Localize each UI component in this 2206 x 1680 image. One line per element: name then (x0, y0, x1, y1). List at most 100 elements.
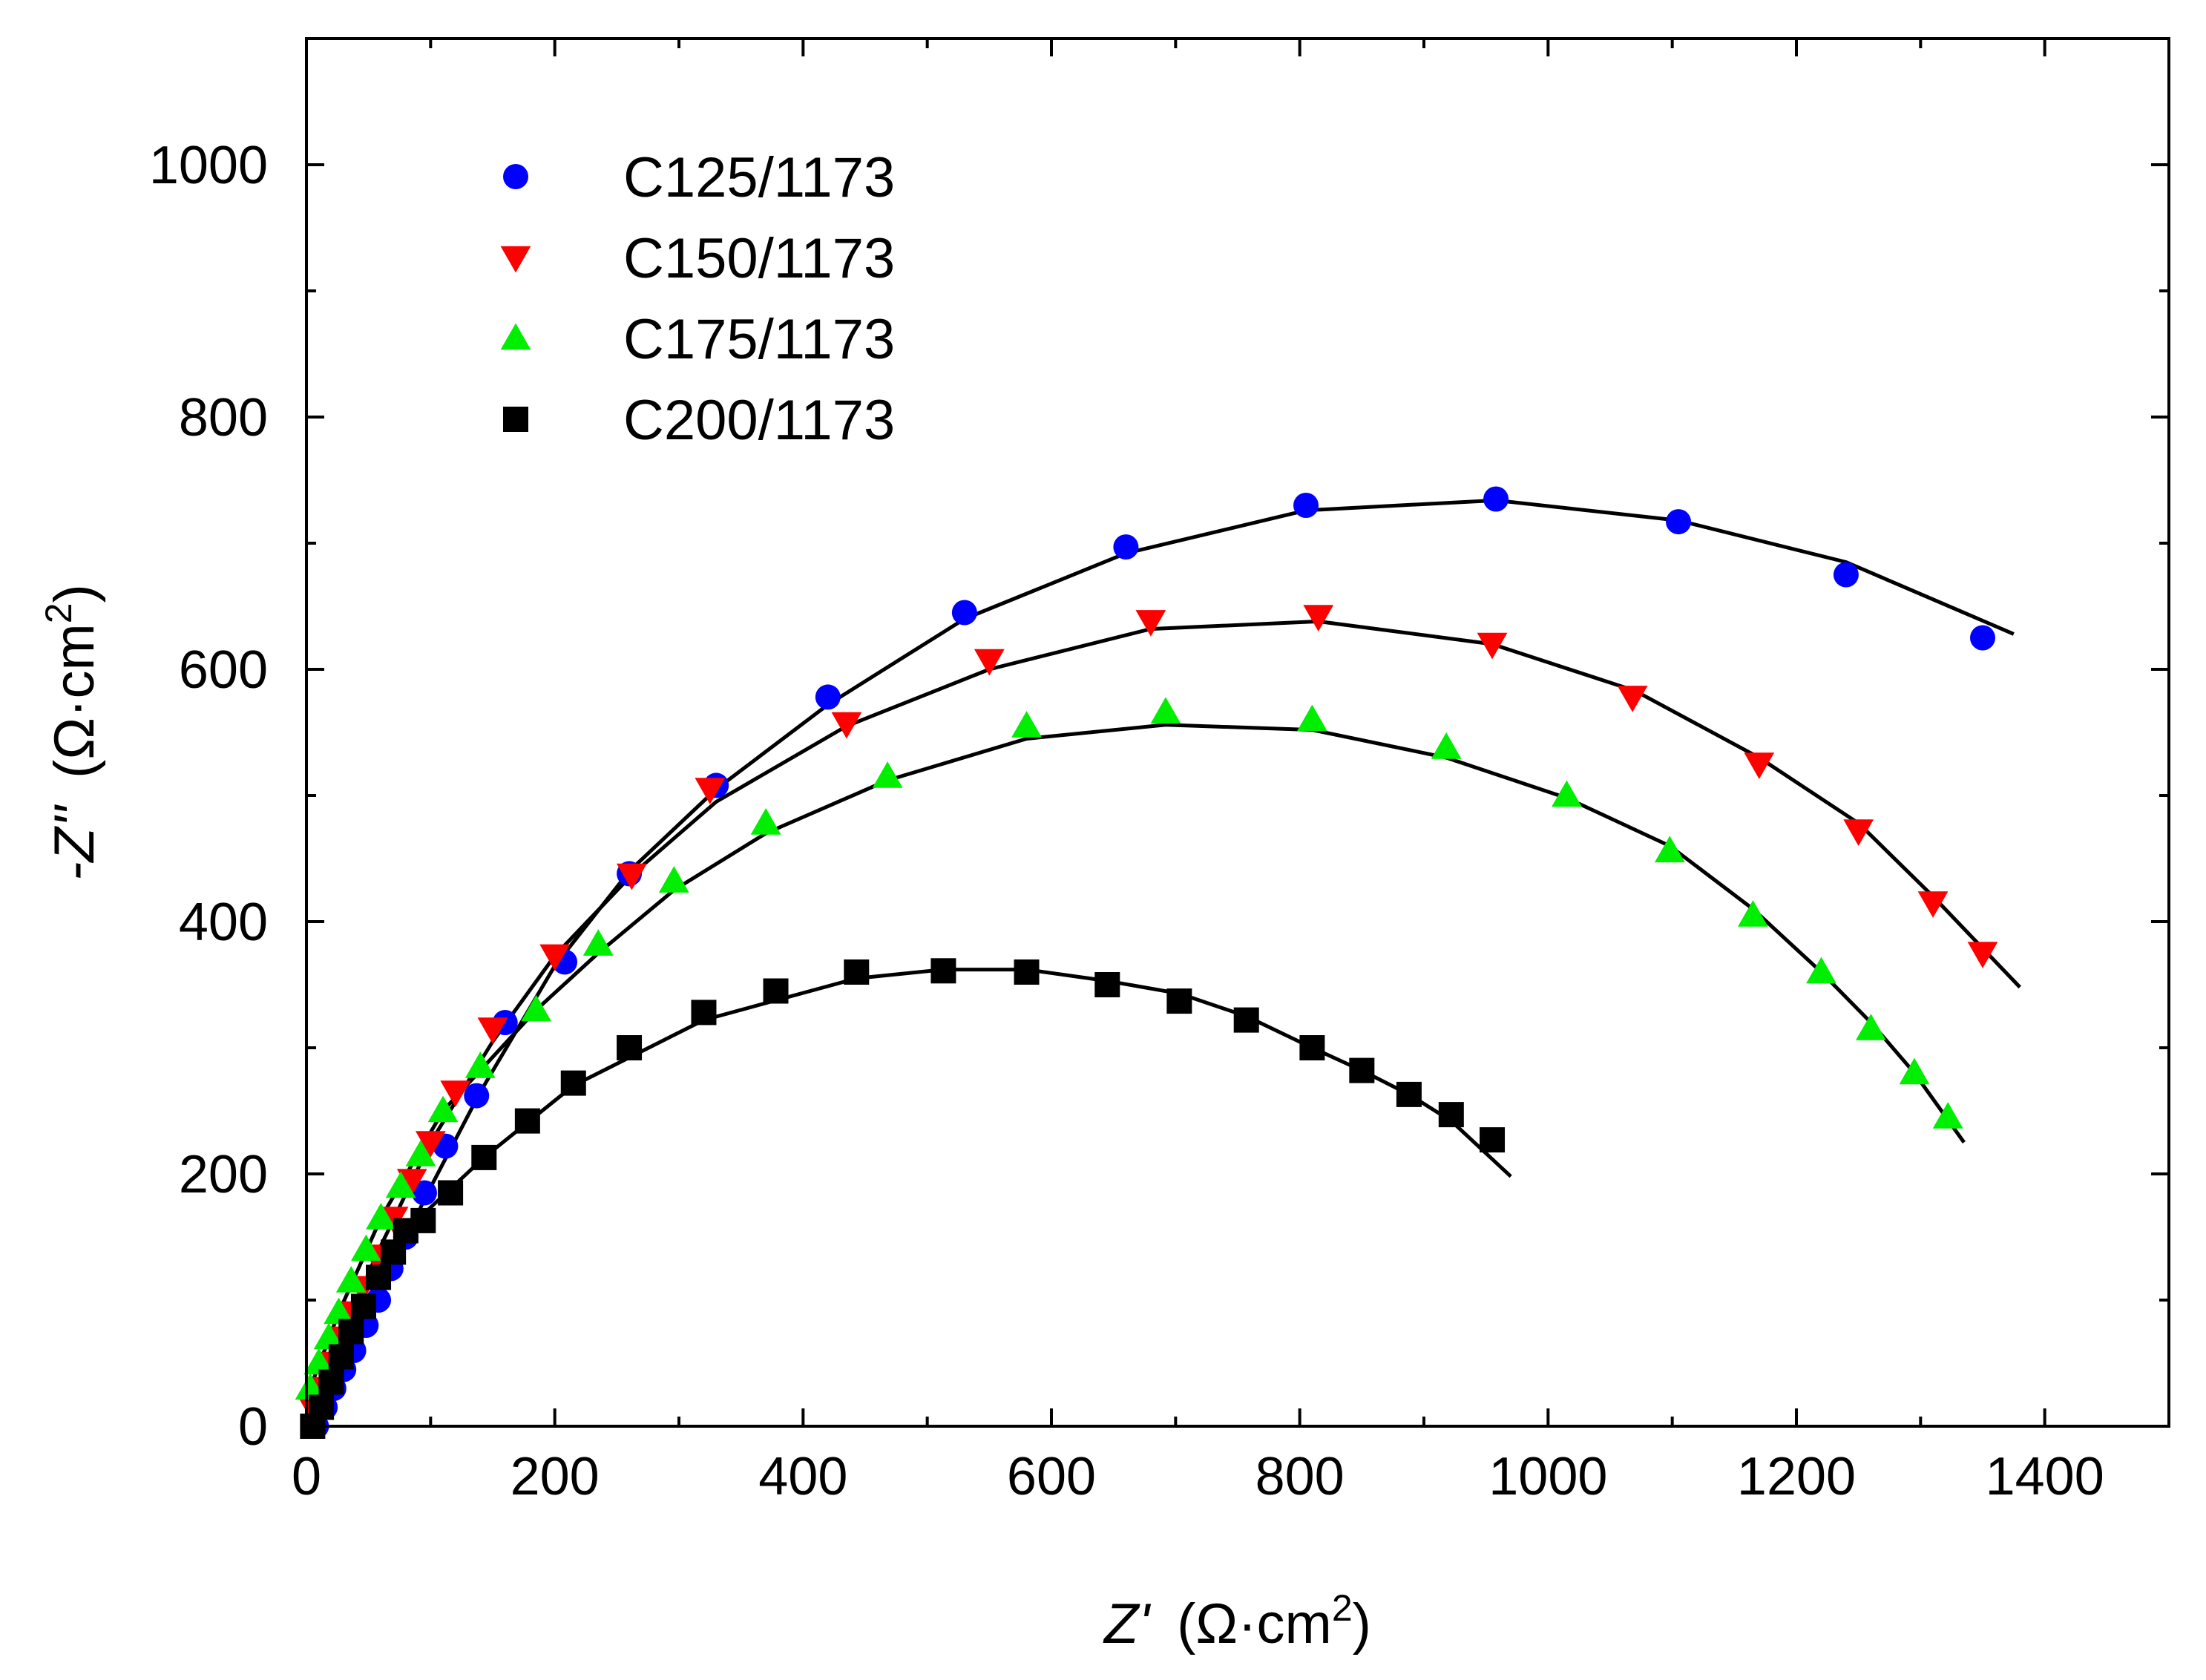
data-point (831, 712, 862, 739)
data-point (1011, 711, 1042, 738)
data-point (582, 929, 614, 956)
legend-marker (503, 407, 528, 432)
data-point (1113, 534, 1139, 560)
data-point (1480, 1127, 1506, 1153)
data-point (1233, 1007, 1259, 1033)
data-point (763, 978, 789, 1004)
data-point (405, 1140, 436, 1167)
data-point (438, 1180, 464, 1206)
x-tick-label: 1200 (1737, 1447, 1856, 1506)
data-point (951, 600, 977, 626)
data-point (1932, 1102, 1963, 1129)
axis-ticks (305, 37, 2170, 1428)
data-point (477, 1017, 508, 1044)
data-point (415, 1131, 446, 1158)
data-point (1617, 686, 1648, 712)
data-point (464, 1083, 490, 1109)
data-point (1438, 1102, 1464, 1128)
data-point (617, 1035, 643, 1060)
y-tick-label: 600 (179, 640, 268, 700)
data-point (464, 1051, 496, 1078)
data-point (750, 808, 781, 835)
fit-line-c175 (308, 723, 1966, 1389)
x-tick-label: 800 (1255, 1447, 1345, 1506)
y-tick-label: 1000 (149, 136, 268, 195)
data-point (335, 1266, 367, 1293)
data-point (328, 1344, 354, 1370)
data-point (303, 1348, 335, 1375)
data-point (695, 778, 726, 804)
data-point (440, 1080, 471, 1107)
data-point (617, 863, 647, 890)
plot-frame (305, 37, 2170, 1428)
legend-label: C200/1173 (623, 389, 895, 452)
legend-marker (500, 323, 531, 350)
data-point (1970, 625, 1995, 651)
data-point (324, 1297, 354, 1325)
data-point (1552, 780, 1582, 807)
legend-marker (500, 246, 531, 273)
data-point (560, 1070, 586, 1096)
data-point (350, 1234, 381, 1261)
data-point (1303, 605, 1334, 631)
data-point (1135, 610, 1166, 637)
data-point (1843, 819, 1874, 846)
y-tick-label: 200 (179, 1145, 268, 1204)
data-point (974, 649, 1005, 676)
data-point (366, 1203, 396, 1230)
x-tick-label: 1000 (1488, 1447, 1607, 1506)
data-point (1833, 562, 1859, 588)
y-axis-unit-close: ) (43, 584, 106, 603)
data-point (309, 1394, 335, 1420)
data-point (1150, 697, 1181, 724)
x-axis-unit-close: ) (1353, 1592, 1371, 1656)
y-axis-unit: (Ω·cm (43, 623, 106, 778)
legend-label: C125/1173 (623, 146, 895, 209)
data-point (471, 1144, 497, 1170)
fit-line-c150 (311, 619, 2022, 1408)
x-tick-label: 0 (292, 1447, 321, 1506)
x-axis-title: Z' (Ω·cm2) (1103, 1587, 1371, 1656)
y-tick-label: 800 (179, 388, 268, 447)
legend: C125/1173 C150/1173 C175/1173 C200/1173 (500, 146, 895, 452)
data-point (350, 1293, 376, 1319)
y-tick-label: 0 (238, 1397, 268, 1457)
series-c200 (300, 958, 1506, 1439)
data-point (539, 944, 571, 971)
x-tick-label: 400 (758, 1447, 847, 1506)
data-point (295, 1373, 326, 1400)
data-point (1166, 988, 1192, 1014)
data-point (1094, 972, 1120, 997)
data-point (410, 1207, 436, 1233)
legend-label: C150/1173 (623, 227, 895, 290)
y-axis-title: -Z'' (Ω·cm2) (38, 584, 106, 881)
data-point (366, 1264, 392, 1290)
data-point (1299, 1035, 1325, 1060)
y-axis-var: -Z'' (43, 804, 106, 881)
y-tick-label: 400 (179, 893, 268, 952)
x-axis-var: Z' (1103, 1592, 1151, 1656)
y-axis-unit-sup: 2 (38, 603, 79, 623)
data-point (1014, 959, 1040, 985)
data-point (930, 958, 956, 984)
data-point (1396, 1081, 1422, 1107)
data-point (691, 1000, 717, 1026)
legend-marker (503, 164, 528, 189)
data-point (385, 1171, 416, 1198)
data-point (1917, 891, 1949, 918)
data-point (1483, 486, 1509, 512)
data-point (1738, 900, 1768, 927)
data-point (1349, 1057, 1375, 1083)
data-point (1431, 732, 1462, 759)
data-point (1654, 836, 1685, 863)
data-point (514, 1108, 540, 1134)
x-axis-unit: (Ω·cm (1177, 1592, 1332, 1656)
x-tick-label: 600 (1007, 1447, 1096, 1506)
x-tick-label: 1400 (1986, 1447, 2104, 1506)
data-point (521, 994, 551, 1022)
series-c175 (295, 697, 1963, 1400)
legend-label: C175/1173 (623, 308, 895, 371)
data-point (411, 1180, 437, 1206)
data-point (1967, 942, 1998, 968)
